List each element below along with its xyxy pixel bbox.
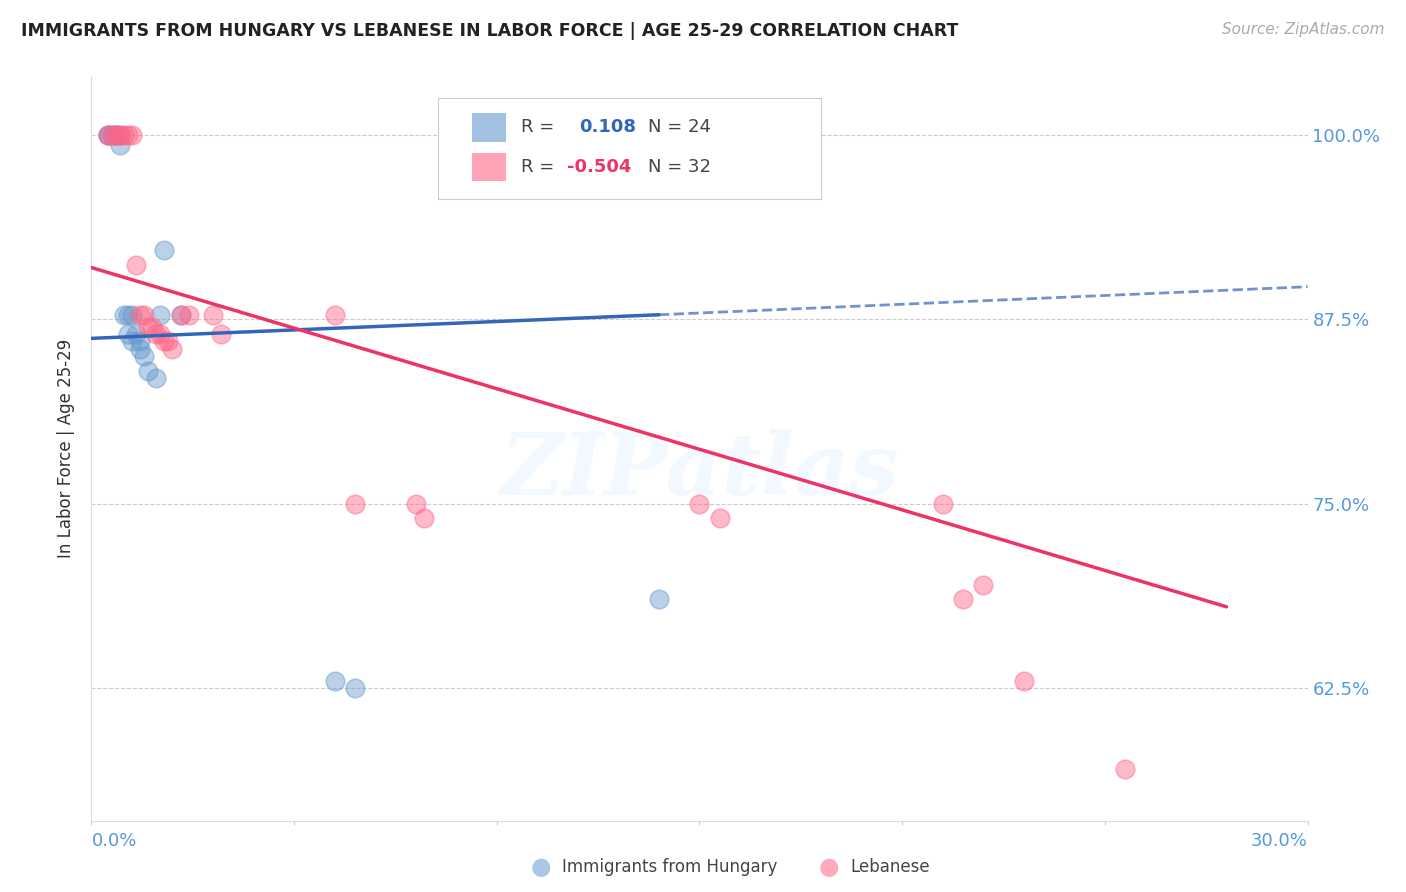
Point <box>209 326 232 341</box>
FancyBboxPatch shape <box>472 113 506 142</box>
Point <box>202 308 225 322</box>
Point <box>688 497 710 511</box>
Point <box>323 673 346 688</box>
Text: IMMIGRANTS FROM HUNGARY VS LEBANESE IN LABOR FORCE | AGE 25-29 CORRELATION CHART: IMMIGRANTS FROM HUNGARY VS LEBANESE IN L… <box>21 22 959 40</box>
Point <box>121 334 143 349</box>
Point <box>157 334 180 349</box>
Point <box>125 326 148 341</box>
Point <box>343 497 366 511</box>
Point <box>112 308 135 322</box>
Point <box>323 308 346 322</box>
Point <box>100 128 122 142</box>
Point <box>117 128 139 142</box>
Point <box>952 592 974 607</box>
Text: 0.0%: 0.0% <box>91 832 136 850</box>
Point <box>129 308 152 322</box>
Point <box>169 308 191 322</box>
Point <box>117 308 139 322</box>
Text: -0.504: -0.504 <box>567 158 631 176</box>
Text: ZIPatlas: ZIPatlas <box>501 429 898 512</box>
Point <box>177 308 200 322</box>
Text: N = 32: N = 32 <box>648 158 711 176</box>
Point <box>931 497 953 511</box>
Point <box>104 128 127 142</box>
Text: 0.108: 0.108 <box>579 119 636 136</box>
Point <box>125 258 148 272</box>
Point <box>141 319 163 334</box>
Point <box>129 342 152 356</box>
Point <box>136 319 159 334</box>
Text: ●: ● <box>531 855 551 879</box>
Point <box>129 334 152 349</box>
Text: R =: R = <box>520 119 565 136</box>
Point <box>648 592 671 607</box>
Text: Lebanese: Lebanese <box>851 858 931 876</box>
Point <box>108 128 131 142</box>
Point <box>117 326 139 341</box>
Point <box>104 128 127 142</box>
Point <box>100 128 122 142</box>
Point <box>972 577 994 591</box>
Point <box>104 128 127 142</box>
Point <box>132 308 155 322</box>
Point <box>121 128 143 142</box>
Point <box>132 349 155 363</box>
Point <box>405 497 427 511</box>
Point <box>153 334 176 349</box>
Point <box>1114 762 1136 776</box>
Point <box>149 326 172 341</box>
Point <box>108 128 131 142</box>
Text: Source: ZipAtlas.com: Source: ZipAtlas.com <box>1222 22 1385 37</box>
Text: ●: ● <box>820 855 839 879</box>
Point <box>136 364 159 378</box>
Point <box>108 138 131 153</box>
Point <box>412 511 434 525</box>
Point <box>169 308 191 322</box>
Point <box>97 128 120 142</box>
Point <box>709 511 731 525</box>
Point <box>145 326 167 341</box>
Text: R =: R = <box>520 158 560 176</box>
Text: Immigrants from Hungary: Immigrants from Hungary <box>562 858 778 876</box>
Point <box>1012 673 1035 688</box>
Point <box>343 681 366 695</box>
Point <box>97 128 120 142</box>
Text: N = 24: N = 24 <box>648 119 711 136</box>
Point <box>145 371 167 385</box>
Point <box>162 342 184 356</box>
Point <box>97 128 120 142</box>
FancyBboxPatch shape <box>472 153 506 181</box>
Y-axis label: In Labor Force | Age 25-29: In Labor Force | Age 25-29 <box>58 339 76 558</box>
Point <box>153 243 176 257</box>
Text: 30.0%: 30.0% <box>1251 832 1308 850</box>
Point <box>121 308 143 322</box>
Point <box>112 128 135 142</box>
Point <box>149 308 172 322</box>
FancyBboxPatch shape <box>439 98 821 199</box>
